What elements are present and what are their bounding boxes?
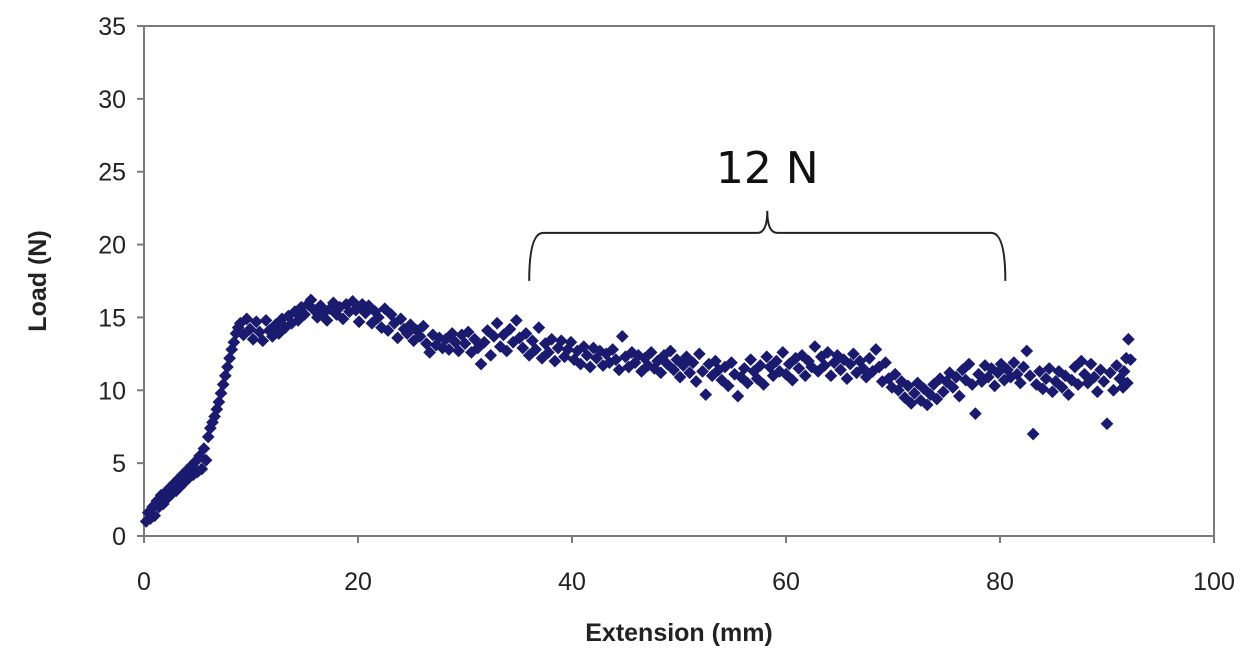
data-point xyxy=(477,335,491,349)
data-point xyxy=(256,334,270,348)
data-point xyxy=(227,335,241,349)
data-point xyxy=(352,315,366,329)
y-tick-label: 25 xyxy=(98,159,126,187)
data-point xyxy=(246,332,260,346)
data-point xyxy=(223,351,236,365)
data-point xyxy=(461,325,475,339)
x-axis-title: Extension (mm) xyxy=(585,619,773,647)
data-point xyxy=(214,386,228,400)
data-point xyxy=(259,313,273,327)
y-tick-label: 35 xyxy=(98,13,126,41)
data-point xyxy=(212,395,226,409)
data-point xyxy=(423,346,437,359)
y-tick-label: 15 xyxy=(98,304,126,332)
y-tick-label: 5 xyxy=(112,450,126,478)
data-point xyxy=(452,344,465,358)
data-point xyxy=(442,343,456,356)
data-point xyxy=(243,322,257,336)
x-tick-label: 40 xyxy=(558,568,586,596)
y-tick-label: 30 xyxy=(98,86,126,114)
data-point xyxy=(240,312,254,326)
data-point xyxy=(371,311,385,324)
x-tick-label: 20 xyxy=(344,568,372,596)
data-point xyxy=(195,462,209,476)
x-tick-label: 0 xyxy=(137,568,151,596)
data-point xyxy=(249,315,263,329)
data-point xyxy=(336,312,350,326)
y-axis-title: Load (N) xyxy=(24,230,52,331)
data-point xyxy=(221,360,234,374)
plot-area xyxy=(143,25,1215,537)
data-point xyxy=(500,344,514,358)
data-point xyxy=(197,442,211,455)
data-point xyxy=(218,369,232,383)
y-tick-label: 20 xyxy=(98,232,126,260)
data-point xyxy=(413,330,427,343)
y-tick-label: 10 xyxy=(98,377,126,405)
data-point xyxy=(416,319,430,333)
x-tick-label: 80 xyxy=(986,568,1014,596)
data-point xyxy=(458,337,472,351)
data-point xyxy=(474,357,488,371)
data-point xyxy=(394,312,408,326)
data-point xyxy=(216,378,230,391)
data-point xyxy=(490,316,504,330)
data-point xyxy=(201,430,215,444)
annotation-label: 12 N xyxy=(716,143,819,194)
data-point xyxy=(199,453,213,467)
data-point xyxy=(320,313,334,327)
y-tick-label: 0 xyxy=(112,523,126,551)
data-point xyxy=(298,308,311,321)
x-tick-label: 100 xyxy=(1193,568,1235,596)
data-point xyxy=(304,293,318,307)
data-point xyxy=(381,324,395,337)
x-tick-label: 60 xyxy=(772,568,800,596)
data-point xyxy=(487,330,501,343)
data-point xyxy=(391,331,404,345)
x-axis: 0 20 40 60 80 100 xyxy=(137,536,1235,596)
data-point xyxy=(484,348,498,362)
y-axis: 0 5 10 15 20 25 30 35 xyxy=(98,13,144,551)
